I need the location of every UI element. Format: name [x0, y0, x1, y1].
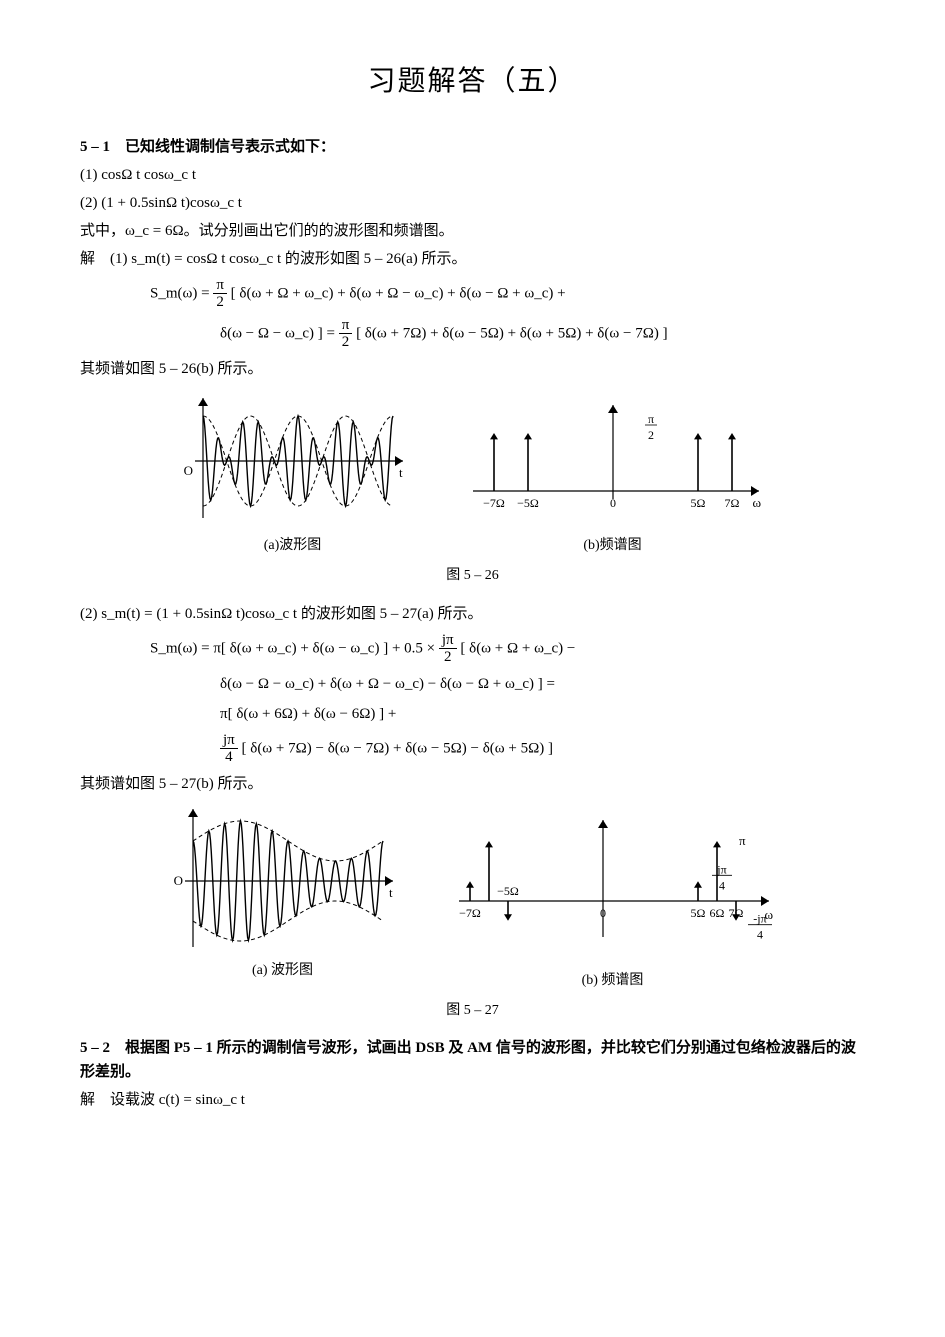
- eq-2a: S_m(ω) = π[ δ(ω + ω_c) + δ(ω − ω_c) ] + …: [150, 632, 865, 666]
- eq-2d: jπ 4 [ δ(ω + 7Ω) − δ(ω − 7Ω) + δ(ω − 5Ω)…: [220, 732, 865, 766]
- frac-d: 2: [339, 334, 353, 351]
- frac-pi-2-a: π 2: [213, 277, 227, 311]
- svg-text:7Ω: 7Ω: [728, 906, 743, 920]
- solution-1-line: 解 (1) s_m(t) = cosΩ t cosω_c t 的波形如图 5 –…: [80, 247, 865, 271]
- eq-2a-tail: [ δ(ω + Ω + ω_c) −: [460, 640, 575, 656]
- svg-text:−5Ω: −5Ω: [497, 884, 519, 898]
- svg-text:5Ω: 5Ω: [690, 496, 705, 510]
- spectrum-2-note: 其频谱如图 5 – 27(b) 所示。: [80, 772, 865, 796]
- figure-5-27-number: 图 5 – 27: [80, 1000, 865, 1022]
- svg-text:6Ω: 6Ω: [709, 906, 724, 920]
- svg-text:−7Ω: −7Ω: [459, 906, 481, 920]
- eq-2b: δ(ω − Ω − ω_c) + δ(ω + Ω − ω_c) − δ(ω − …: [220, 672, 865, 696]
- svg-text:-jπ: -jπ: [753, 911, 766, 925]
- frac-d: 2: [439, 649, 457, 666]
- svg-text:4: 4: [719, 878, 725, 892]
- figure-5-26-number: 图 5 – 26: [80, 565, 865, 587]
- item-2: (2) (1 + 0.5sinΩ t)cosω_c t: [80, 191, 865, 215]
- eq-2a-text: S_m(ω) = π[ δ(ω + ω_c) + δ(ω − ω_c) ] + …: [150, 640, 439, 656]
- svg-text:4: 4: [757, 927, 763, 941]
- figure-5-27: Ot (a) 波形图 −7Ω−5Ω05Ω6Ω7Ωωπjπ4-jπ4 (b) 频谱…: [80, 806, 865, 992]
- svg-text:2: 2: [648, 428, 654, 442]
- problem-5-2-head: 5 – 2 根据图 P5 – 1 所示的调制信号波形，试画出 DSB 及 AM …: [80, 1036, 865, 1084]
- svg-text:π: π: [739, 833, 746, 848]
- eq-2d-tail: [ δ(ω + 7Ω) − δ(ω − 7Ω) + δ(ω − 5Ω) − δ(…: [242, 740, 554, 756]
- eq-1b-tail: [ δ(ω + 7Ω) + δ(ω − 5Ω) + δ(ω + 5Ω) + δ(…: [356, 325, 668, 341]
- frac-jpi-4: jπ 4: [220, 732, 238, 766]
- spectrum-5-26b-svg: π 2 −7Ω −5Ω 0 5Ω 7Ω ω: [453, 391, 773, 531]
- frac-n: jπ: [220, 732, 238, 750]
- svg-text:O: O: [173, 873, 182, 888]
- svg-text:0: 0: [600, 906, 606, 920]
- svg-text:t: t: [389, 885, 393, 900]
- svg-text:5Ω: 5Ω: [690, 906, 705, 920]
- figure-5-26: Ot (a)波形图 π 2 −7Ω −5Ω 0 5Ω 7Ω ω (b)频谱图: [80, 391, 865, 557]
- svg-text:t: t: [399, 465, 403, 480]
- waveform-5-26a-svg: Ot: [173, 391, 413, 531]
- svg-text:jπ: jπ: [716, 862, 726, 876]
- item-1: (1) cosΩ t cosω_c t: [80, 163, 865, 187]
- problem-5-1-head: 5 – 1 已知线性调制信号表示式如下：: [80, 135, 865, 159]
- caption-5-27b: (b) 频谱图: [443, 970, 783, 992]
- svg-text:−7Ω: −7Ω: [483, 496, 505, 510]
- frac-d: 4: [220, 749, 238, 766]
- svg-text:−5Ω: −5Ω: [517, 496, 539, 510]
- spectrum-5-27b-svg: −7Ω−5Ω05Ω6Ω7Ωωπjπ4-jπ4: [443, 806, 783, 966]
- solution-2-line: (2) s_m(t) = (1 + 0.5sinΩ t)cosω_c t 的波形…: [80, 602, 865, 626]
- figure-5-26a: Ot (a)波形图: [173, 391, 413, 557]
- eq-1a-tail: [ δ(ω + Ω + ω_c) + δ(ω + Ω − ω_c) + δ(ω …: [231, 285, 566, 301]
- frac-pi-2-b: π 2: [339, 317, 353, 351]
- svg-text:0: 0: [610, 496, 616, 510]
- svg-text:ω: ω: [752, 495, 761, 510]
- figure-5-26b: π 2 −7Ω −5Ω 0 5Ω 7Ω ω (b)频谱图: [453, 391, 773, 557]
- page-title: 习题解答（五）: [80, 60, 865, 105]
- frac-n: jπ: [439, 632, 457, 650]
- problem-5-1-head-text: 5 – 1 已知线性调制信号表示式如下：: [80, 139, 335, 155]
- caption-5-27a: (a) 波形图: [163, 960, 403, 982]
- figure-5-27a: Ot (a) 波形图: [163, 806, 403, 992]
- frac-n: π: [339, 317, 353, 335]
- spectrum-1-note: 其频谱如图 5 – 26(b) 所示。: [80, 357, 865, 381]
- frac-jpi-2: jπ 2: [439, 632, 457, 666]
- problem-5-2-sol: 解 设载波 c(t) = sinω_c t: [80, 1088, 865, 1112]
- figure-5-27b: −7Ω−5Ω05Ω6Ω7Ωωπjπ4-jπ4 (b) 频谱图: [443, 806, 783, 992]
- svg-text:π: π: [647, 412, 653, 426]
- eq-1b: δ(ω − Ω − ω_c) ] = π 2 [ δ(ω + 7Ω) + δ(ω…: [220, 317, 865, 351]
- eq-2c: π[ δ(ω + 6Ω) + δ(ω − 6Ω) ] +: [220, 702, 865, 726]
- svg-text:O: O: [183, 463, 192, 478]
- frac-d: 2: [213, 294, 227, 311]
- eq-1a: S_m(ω) = π 2 [ δ(ω + Ω + ω_c) + δ(ω + Ω …: [150, 277, 865, 311]
- problem-5-2-head-text: 5 – 2 根据图 P5 – 1 所示的调制信号波形，试画出 DSB 及 AM …: [80, 1040, 856, 1080]
- waveform-5-27a-svg: Ot: [163, 806, 403, 956]
- condition: 式中，ω_c = 6Ω。试分别画出它们的的波形图和频谱图。: [80, 219, 865, 243]
- frac-n: π: [213, 277, 227, 295]
- caption-5-26b: (b)频谱图: [453, 535, 773, 557]
- caption-5-26a: (a)波形图: [173, 535, 413, 557]
- eq-1a-text: S_m(ω) =: [150, 285, 213, 301]
- svg-text:7Ω: 7Ω: [724, 496, 739, 510]
- eq-1b-text: δ(ω − Ω − ω_c) ] =: [220, 325, 339, 341]
